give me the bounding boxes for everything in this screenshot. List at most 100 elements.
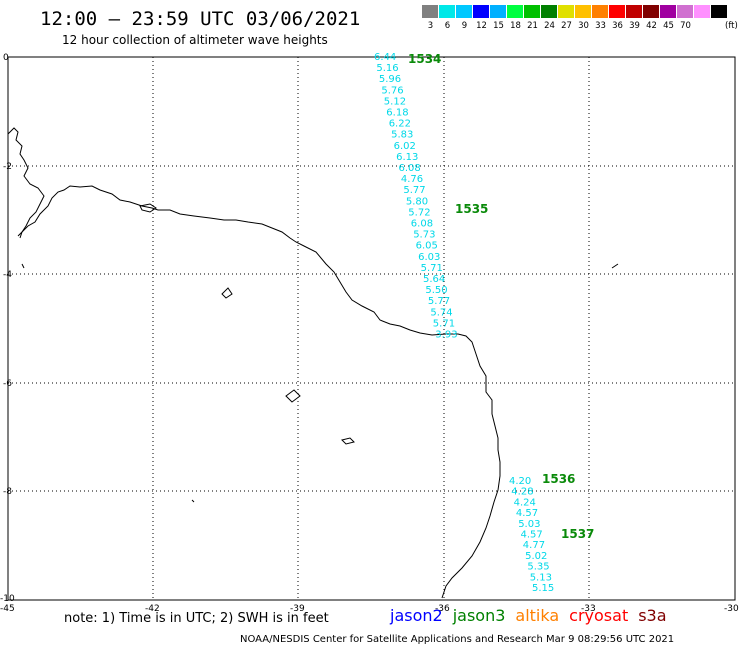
wave-height-value: 5.76 [381,85,403,96]
pass-number-label: 1536 [542,472,575,486]
wave-height-value: 4.76 [401,174,423,185]
legend-swatch [677,5,694,18]
x-tick-label: -30 [724,604,739,614]
graticule [8,56,735,600]
legend-label: 27 [561,21,572,31]
wave-height-value: 4.28 [511,487,533,498]
satellite-name: cryosat [569,606,629,625]
map-title: 12:00 – 23:59 UTC 03/06/2021 [40,8,361,30]
legend-label: 6 [444,21,451,31]
wave-height-value: 6.18 [386,108,408,119]
legend-swatch [694,5,711,18]
legend-label: 18 [510,21,521,31]
wave-height-value: 5.16 [376,63,398,74]
legend-label: 15 [493,21,504,31]
legend-swatch [422,5,439,18]
wave-height-value: 5.50 [425,285,447,296]
wave-height-value: 4.57 [516,508,538,519]
coastline [19,185,501,599]
legend-label: 30 [578,21,589,31]
y-tick-label: -10 [0,594,15,604]
legend-swatch [609,5,626,18]
coastline-northwest [7,127,45,237]
x-tick-label: -33 [581,604,596,614]
satellite-name: jason2 [390,606,443,625]
legend-label: 33 [595,21,606,31]
wave-height-value: 6.13 [396,152,418,163]
x-tick-label: -39 [290,604,305,614]
legend-swatch [558,5,575,18]
y-tick-label: -4 [3,270,12,280]
satellite-name: altika [515,606,560,625]
wave-height-value: 5.35 [527,562,549,573]
x-tick-label: -42 [145,604,160,614]
map-frame [7,56,736,601]
legend-swatch [507,5,524,18]
legend-unit: (ft) [725,21,738,31]
wave-height-value: 6.44 [374,52,396,63]
wave-height-value: 3.93 [435,330,457,341]
color-legend [422,5,728,18]
wave-height-value: 5.02 [525,551,547,562]
legend-swatch [626,5,643,18]
legend-label: 42 [646,21,657,31]
y-tick-label: -2 [3,162,12,172]
footnote: note: 1) Time is in UTC; 2) SWH is in fe… [64,611,329,626]
wave-height-value: 4.57 [521,530,543,541]
altimeter-passes: 1534 6.445.165.965.765.126.186.225.836.02… [374,52,594,594]
legend-label: 3 [427,21,434,31]
wave-height-value: 5.64 [423,274,445,285]
satellite-name: jason3 [452,606,506,625]
satellite-legend: jason2 jason3 altika cryosat s3a [390,606,677,625]
y-tick-label: 0 [3,53,9,63]
wave-height-value: 4.77 [523,540,545,551]
legend-swatch [524,5,541,18]
wave-height-value: 5.83 [391,130,413,141]
wave-height-value: 4.20 [509,476,531,487]
pass-number-label: 1537 [561,527,594,541]
wave-height-value: 5.15 [532,583,554,594]
satellite-name: s3a [638,606,667,625]
color-legend-labels: 3 6 9 12 15 18 21 24 27 30 33 36 39 42 45 70 [422,21,694,31]
legend-swatch [439,5,456,18]
y-tick-label: -8 [3,487,12,497]
wave-height-value: 4.24 [514,497,536,508]
legend-swatch [575,5,592,18]
x-tick-label: -36 [435,604,450,614]
wave-height-value: 5.13 [530,572,552,583]
wave-height-value: 5.77 [428,296,450,307]
legend-label: 9 [461,21,468,31]
legend-label: 12 [476,21,487,31]
wave-height-value: 5.71 [433,318,455,329]
legend-swatch [456,5,473,18]
legend-swatch [711,5,728,18]
legend-label: 45 [663,21,674,31]
legend-label: 24 [544,21,555,31]
wave-height-value: 6.22 [389,119,411,130]
credits-footer: NOAA/NESDIS Center for Satellite Applica… [240,634,675,645]
wave-height-value: 5.71 [421,263,443,274]
legend-swatch [592,5,609,18]
legend-label: 21 [527,21,538,31]
wave-height-value: 5.96 [379,74,401,85]
legend-label: 36 [612,21,623,31]
y-tick-label: -6 [3,379,12,389]
wave-height-value: 5.73 [413,230,435,241]
map-subtitle: 12 hour collection of altimeter wave hei… [62,33,328,47]
legend-swatch [490,5,507,18]
x-tick-label: -45 [0,604,15,614]
wave-height-value: 6.08 [399,163,421,174]
wave-height-value: 6.08 [411,219,433,230]
pass-number-label: 1534 [408,52,441,66]
wave-height-value: 5.80 [406,196,428,207]
legend-label: 70 [680,21,691,31]
wave-height-value: 5.72 [408,207,430,218]
wave-height-value: 5.74 [430,307,452,318]
wave-height-value: 6.05 [416,241,438,252]
wave-height-value: 5.03 [518,519,540,530]
legend-label: 39 [629,21,640,31]
wave-height-value: 5.12 [384,96,406,107]
coastline-islands [21,203,619,503]
wave-height-value: 5.77 [403,185,425,196]
